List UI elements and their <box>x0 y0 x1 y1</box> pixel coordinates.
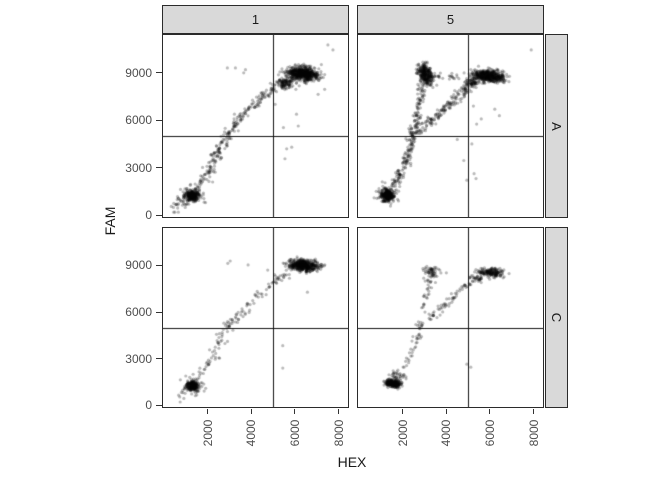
scatter-panel-C1 <box>162 227 349 408</box>
y-axis-tick <box>156 72 162 74</box>
facet-strip-col-1-label: 1 <box>251 12 260 27</box>
y-axis-tick <box>156 119 162 121</box>
x-axis-tick <box>445 409 447 414</box>
facet-strip-row-A: A <box>545 34 568 218</box>
scatter-panel-A5-canvas <box>358 35 543 217</box>
x-axis-tick-label: 6000 <box>482 419 497 447</box>
scatter-panel-A1-canvas <box>163 35 348 217</box>
x-axis-tick-label: 8000 <box>331 419 346 447</box>
y-axis-tick <box>156 404 162 406</box>
y-axis-tick-label: 6000 <box>125 113 152 128</box>
x-axis-title: HEX <box>337 454 367 470</box>
scatter-panel-C5 <box>357 227 544 408</box>
y-axis-tick <box>156 358 162 360</box>
scatter-panel-C5-canvas <box>358 228 543 407</box>
y-axis-tick <box>156 264 162 266</box>
x-axis-tick-label: 4000 <box>244 419 259 447</box>
x-axis-tick-label: 2000 <box>200 419 215 447</box>
y-axis-tick-label: 9000 <box>125 258 152 273</box>
y-axis-tick <box>156 214 162 216</box>
x-axis-tick <box>338 409 340 414</box>
x-axis-tick <box>533 409 535 414</box>
facet-strip-col-5: 5 <box>357 5 544 34</box>
y-axis-tick-label: 6000 <box>125 305 152 320</box>
x-axis-tick <box>250 409 252 414</box>
scatter-panel-A1 <box>162 34 349 218</box>
y-axis-tick-label: 0 <box>145 208 152 223</box>
facet-strip-col-5-label: 5 <box>446 12 455 27</box>
facet-strip-row-C-label: C <box>548 312 564 323</box>
y-axis-tick-label: 0 <box>145 398 152 413</box>
scatter-panel-C1-canvas <box>163 228 348 407</box>
x-axis-tick <box>294 409 296 414</box>
x-axis-tick-label: 8000 <box>526 419 541 447</box>
x-axis-tick <box>402 409 404 414</box>
x-axis-tick <box>489 409 491 414</box>
y-axis-tick-label: 3000 <box>125 160 152 175</box>
x-axis-tick <box>207 409 209 414</box>
x-axis-tick-label: 4000 <box>439 419 454 447</box>
y-axis-tick-label: 3000 <box>125 351 152 366</box>
scatter-panel-A5 <box>357 34 544 218</box>
y-axis-tick <box>156 311 162 313</box>
x-axis-tick-label: 6000 <box>287 419 302 447</box>
y-axis-tick-label: 9000 <box>125 65 152 80</box>
y-axis-tick <box>156 167 162 169</box>
facet-strip-row-A-label: A <box>548 121 564 131</box>
facet-strip-col-1: 1 <box>162 5 349 34</box>
x-axis-tick-label: 2000 <box>395 419 410 447</box>
facet-strip-row-C: C <box>545 227 568 408</box>
